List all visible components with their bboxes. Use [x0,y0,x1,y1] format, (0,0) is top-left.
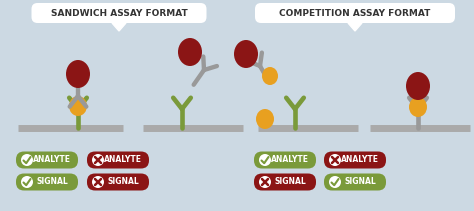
Circle shape [329,154,341,166]
Circle shape [329,176,341,188]
Text: SIGNAL: SIGNAL [344,177,376,187]
FancyBboxPatch shape [324,151,386,169]
FancyBboxPatch shape [324,173,386,191]
Circle shape [92,176,104,188]
Ellipse shape [406,72,430,100]
Circle shape [21,154,33,166]
Text: SANDWICH ASSAY FORMAT: SANDWICH ASSAY FORMAT [51,8,187,18]
Ellipse shape [262,67,278,85]
Text: ANALYTE: ANALYTE [33,156,71,165]
Circle shape [21,176,33,188]
FancyBboxPatch shape [87,173,149,191]
FancyBboxPatch shape [16,151,78,169]
Ellipse shape [66,60,90,88]
Ellipse shape [234,40,258,68]
Text: SIGNAL: SIGNAL [274,177,306,187]
Circle shape [92,154,104,166]
Text: SIGNAL: SIGNAL [36,177,68,187]
Text: COMPETITION ASSAY FORMAT: COMPETITION ASSAY FORMAT [279,8,431,18]
FancyBboxPatch shape [254,173,316,191]
Polygon shape [112,23,126,31]
Circle shape [259,176,271,188]
FancyBboxPatch shape [16,173,78,191]
FancyBboxPatch shape [255,3,455,23]
Text: SIGNAL: SIGNAL [107,177,139,187]
FancyBboxPatch shape [254,151,316,169]
Text: ANALYTE: ANALYTE [104,156,142,165]
Ellipse shape [409,97,427,117]
Ellipse shape [256,109,274,129]
FancyBboxPatch shape [31,3,207,23]
Text: ANALYTE: ANALYTE [271,156,309,165]
Ellipse shape [69,96,87,116]
FancyBboxPatch shape [87,151,149,169]
Text: ANALYTE: ANALYTE [341,156,379,165]
Circle shape [259,154,271,166]
Polygon shape [348,23,362,31]
Ellipse shape [178,38,202,66]
